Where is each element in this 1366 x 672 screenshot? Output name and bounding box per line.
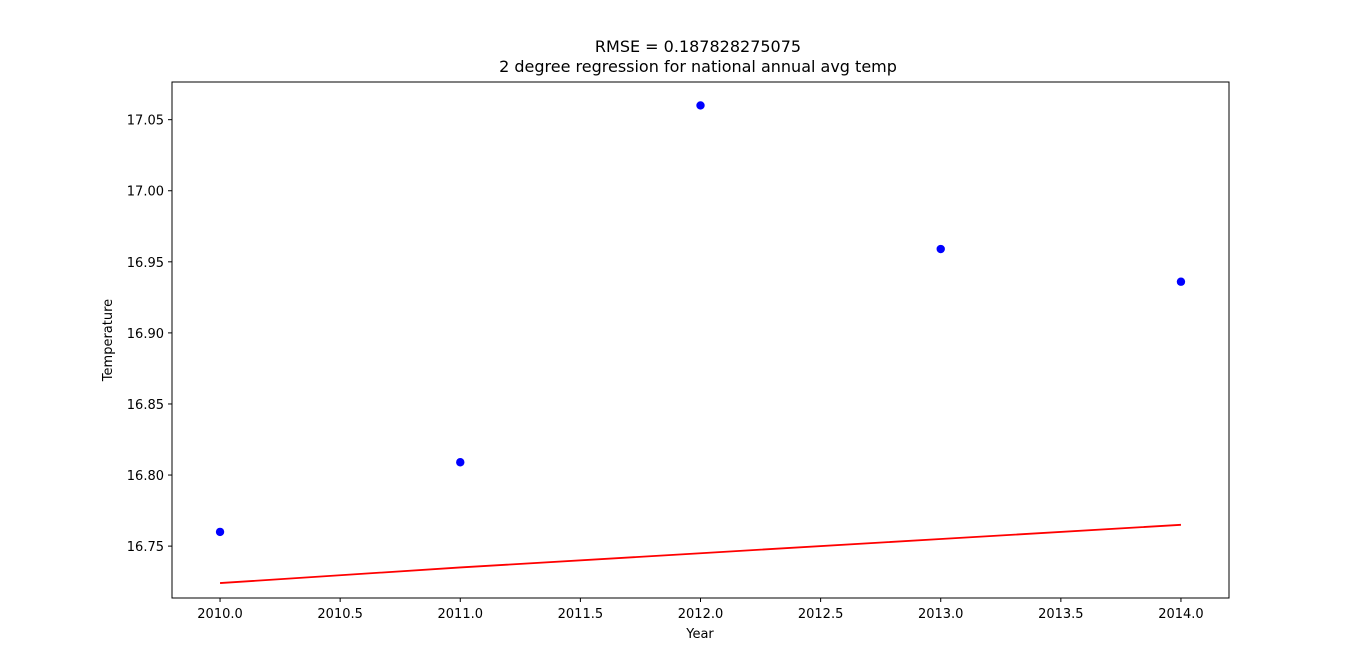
y-tick-label: 16.80 — [127, 469, 164, 484]
chart-title: RMSE = 0.187828275075 — [595, 37, 801, 56]
x-axis-ticks: 2010.0 2010.5 2011.0 2011.5 2012.0 2012.5 2013… — [197, 598, 1204, 622]
regression-line — [219, 523, 1182, 584]
data-point — [936, 244, 945, 254]
data-point — [1176, 277, 1186, 286]
y-tick-label: 16.85 — [127, 398, 164, 413]
data-point — [696, 101, 705, 110]
data-point — [215, 527, 225, 537]
x-tick-label: 2012.5 — [798, 607, 844, 622]
x-axis-label: Year — [685, 627, 714, 642]
y-tick-label: 17.05 — [127, 114, 164, 129]
x-tick-label: 2012.0 — [678, 607, 724, 622]
x-tick-label: 2010.5 — [317, 607, 363, 622]
chart-subtitle: 2 degree regression for national annual … — [499, 57, 897, 76]
x-tick-label: 2013.5 — [1038, 607, 1084, 622]
y-tick-label: 17.00 — [127, 185, 164, 200]
y-axis-ticks: 16.75 16.80 16.85 16.90 16.95 17.00 17.05 — [127, 114, 172, 555]
y-tick-label: 16.90 — [127, 327, 164, 342]
y-axis-label: Temperature — [101, 299, 116, 382]
x-tick-label: 2014.0 — [1158, 607, 1204, 622]
x-tick-label: 2011.5 — [558, 607, 604, 622]
y-tick-label: 16.75 — [127, 540, 164, 555]
data-point — [456, 458, 465, 467]
x-tick-label: 2010.0 — [197, 607, 243, 622]
y-tick-label: 16.95 — [127, 256, 164, 271]
x-tick-label: 2013.0 — [918, 607, 964, 622]
axes-frame — [171, 81, 1230, 599]
plot-area — [215, 101, 1186, 584]
x-tick-label: 2011.0 — [438, 607, 484, 622]
